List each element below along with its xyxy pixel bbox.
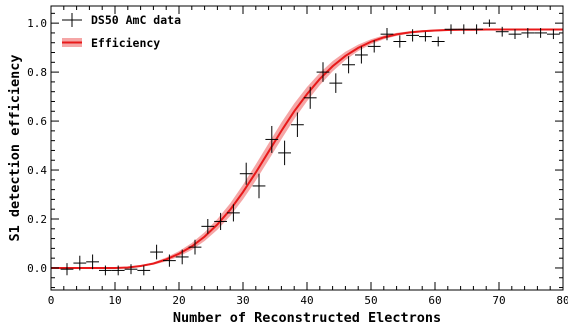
data-point xyxy=(239,162,253,185)
x-tick-label: 80 xyxy=(556,294,568,307)
data-point xyxy=(124,264,138,275)
y-tick-label: 0.2 xyxy=(27,213,47,226)
data-point xyxy=(265,125,279,153)
y-tick-label: 0.8 xyxy=(27,66,47,79)
y-axis-label: S1 detection efficiency xyxy=(7,55,23,242)
data-point xyxy=(483,19,496,27)
data-point xyxy=(547,29,560,40)
data-point xyxy=(86,254,99,270)
data-point xyxy=(431,36,445,47)
x-tick-label: 50 xyxy=(364,294,377,307)
data-point xyxy=(380,28,394,41)
data-point xyxy=(316,62,330,82)
data-point xyxy=(137,265,151,276)
x-tick-label: 0 xyxy=(48,294,55,307)
y-tick-label: 0.0 xyxy=(27,262,47,275)
x-tick-label: 40 xyxy=(300,294,313,307)
data-point xyxy=(278,140,291,166)
x-tick-label: 70 xyxy=(492,294,505,307)
data-point xyxy=(406,29,419,42)
legend-label-efficiency: Efficiency xyxy=(91,36,160,50)
x-tick-label: 20 xyxy=(172,294,185,307)
data-point xyxy=(73,255,87,271)
y-tick-label: 0.4 xyxy=(27,164,47,177)
x-ticks: 0 10 20 30 40 50 60 70 80 xyxy=(48,6,568,307)
efficiency-band-layer xyxy=(51,28,563,268)
data-point xyxy=(150,244,163,260)
legend-label-data: DS50 AmC data xyxy=(91,13,181,27)
data-point xyxy=(111,265,125,276)
data-point xyxy=(227,204,240,222)
data-point xyxy=(495,26,509,37)
x-tick-label: 30 xyxy=(236,294,249,307)
legend: DS50 AmC data Efficiency xyxy=(62,13,181,50)
data-point xyxy=(291,112,304,137)
x-tick-label: 10 xyxy=(108,294,121,307)
data-point xyxy=(367,40,381,53)
data-point xyxy=(175,249,189,265)
data-point xyxy=(163,254,176,267)
data-point xyxy=(99,265,112,276)
y-tick-label: 0.6 xyxy=(27,115,47,128)
data-point xyxy=(342,56,355,74)
data-point xyxy=(355,46,368,64)
data-point xyxy=(329,73,343,93)
data-point xyxy=(521,28,535,38)
data-point xyxy=(534,28,547,38)
data-point xyxy=(303,86,317,109)
data-point xyxy=(508,29,522,40)
data-point xyxy=(457,24,471,35)
efficiency-curve xyxy=(51,28,563,269)
efficiency-band xyxy=(51,28,563,268)
y-ticks: 0.0 0.2 0.4 0.6 0.8 1.0 xyxy=(27,12,563,289)
data-point xyxy=(470,24,483,35)
data-point xyxy=(60,263,74,276)
data-point xyxy=(419,31,432,42)
efficiency-curve-layer xyxy=(51,28,563,269)
x-tick-label: 60 xyxy=(428,294,441,307)
data-point xyxy=(252,173,266,199)
x-axis-label: Number of Reconstructed Electrons xyxy=(173,310,441,326)
data-point xyxy=(201,219,215,234)
data-points-layer xyxy=(60,19,560,276)
data-point xyxy=(214,212,227,231)
data-point xyxy=(444,24,458,35)
data-point xyxy=(393,35,407,48)
y-tick-label: 1.0 xyxy=(27,17,47,30)
data-point xyxy=(188,239,202,255)
